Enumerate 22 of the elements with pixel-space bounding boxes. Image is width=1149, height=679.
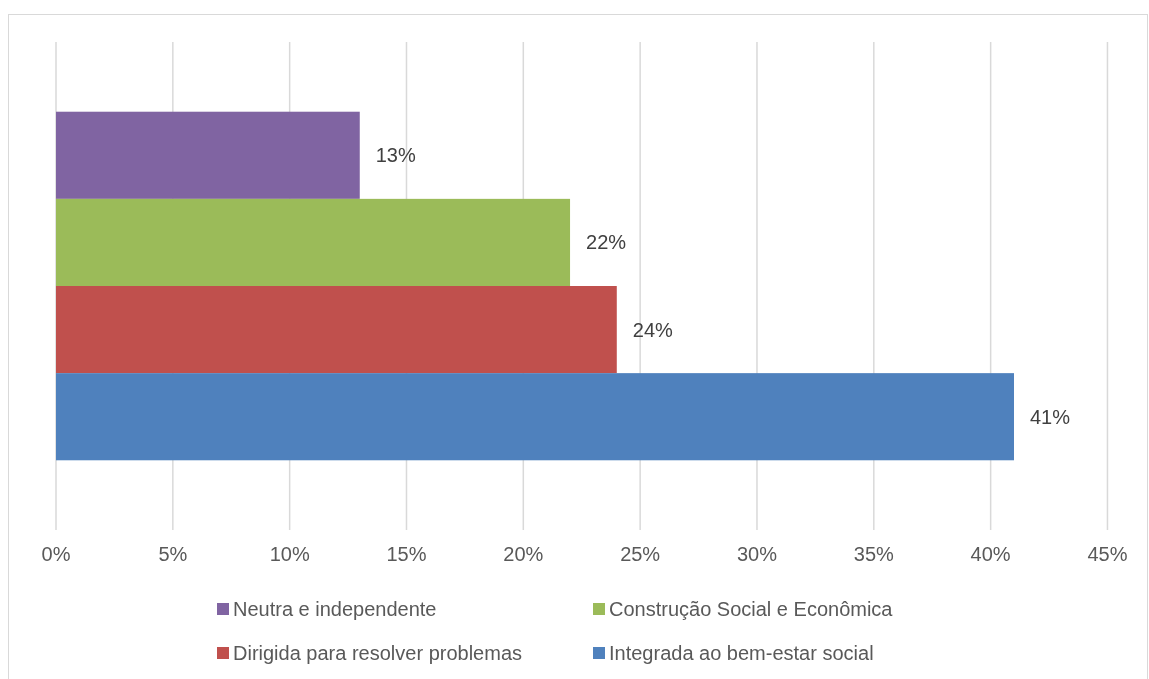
x-tick-label: 15% [386,543,427,565]
x-tick-label: 5% [158,543,188,565]
bar [56,373,1014,461]
x-tick-label: 45% [1087,543,1128,565]
legend-label: Construção Social e Econômica [609,598,894,620]
legend-label: Integrada ao bem-estar social [609,642,874,664]
x-tick-label: 25% [620,543,661,565]
x-tick-label: 30% [736,543,778,565]
data-label: 22% [586,231,627,254]
x-tick-label: 40% [970,543,1011,565]
x-tick-label: 10% [269,543,310,565]
legend-label: Neutra e independente [233,598,437,620]
x-tick-label: 35% [853,543,895,565]
data-label: 41% [1030,405,1071,428]
data-label: 24% [632,318,674,341]
x-tick-label: 0% [41,543,71,565]
bar [56,286,617,374]
data-label: 13% [375,144,416,167]
legend-label: Dirigida para resolver problemas [233,642,523,664]
x-tick-label: 20% [503,543,544,565]
bar [56,198,571,286]
bar [56,111,360,199]
